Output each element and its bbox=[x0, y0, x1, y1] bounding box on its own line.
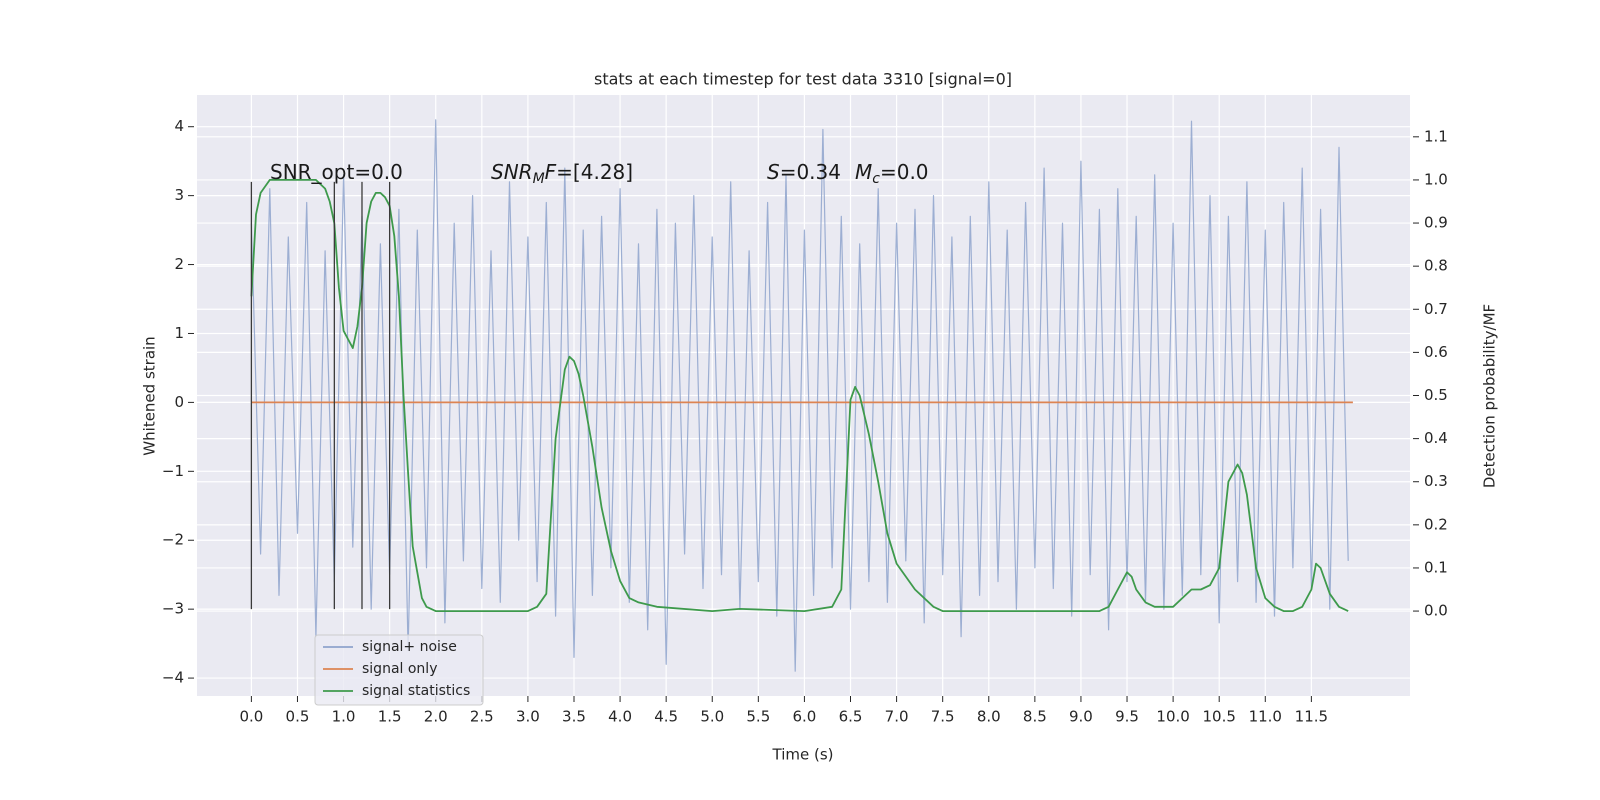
y2-tick-label: 0.2 bbox=[1424, 515, 1448, 533]
x-tick-label: 9.0 bbox=[1069, 708, 1093, 726]
legend-box bbox=[314, 634, 484, 706]
y-tick-label: 3 bbox=[174, 186, 184, 204]
x-tick-label: 10.5 bbox=[1202, 708, 1235, 726]
legend-label: signal+ noise bbox=[362, 639, 457, 655]
x-tick-label: 4.0 bbox=[608, 708, 632, 726]
annotation-part: SNR bbox=[491, 160, 533, 184]
chart-title: stats at each timestep for test data 331… bbox=[594, 70, 1012, 89]
x-tick-label: 6.0 bbox=[792, 708, 816, 726]
y-axis-label: Whitened strain bbox=[141, 336, 159, 455]
marks bbox=[250, 119, 1353, 672]
y2-tick-label: 0.6 bbox=[1424, 343, 1448, 361]
annotation-part: M bbox=[533, 171, 545, 187]
x-tick-label: 3.0 bbox=[516, 708, 540, 726]
x-tick-label: 5.0 bbox=[700, 708, 724, 726]
x-tick-label: 2.5 bbox=[470, 708, 494, 726]
y-tick-label: −2 bbox=[162, 531, 184, 549]
annotation: SNR_opt=0.0 bbox=[270, 160, 403, 184]
y-tick-label: 2 bbox=[174, 255, 184, 273]
y2-tick-label: 0.9 bbox=[1424, 214, 1448, 232]
x-tick-label: 2.0 bbox=[424, 708, 448, 726]
annotation-part: c bbox=[872, 171, 880, 187]
x-tick-label: 11.0 bbox=[1249, 708, 1282, 726]
y2-axis-label: Detection probability/MF bbox=[1481, 304, 1499, 488]
x-tick-label: 7.0 bbox=[885, 708, 909, 726]
y2-tick-label: 1.1 bbox=[1424, 127, 1448, 145]
annotation-part: =0.0 bbox=[880, 160, 929, 184]
x-tick-label: 9.5 bbox=[1115, 708, 1139, 726]
x-axis-label: Time (s) bbox=[772, 746, 834, 764]
y2-tick-label: 0.4 bbox=[1424, 429, 1448, 447]
y-tick-label: −1 bbox=[162, 462, 184, 480]
ticks: 0.0 0.5 1.0 1.5 2.0 2.5 3.0 3.5 4.0 4.5 5.0 5.5 6.0 6… bbox=[162, 117, 1448, 725]
series-line bbox=[250, 179, 1349, 612]
annotation: SNRMF=[4.28] bbox=[491, 160, 633, 188]
x-tick-label: 6.5 bbox=[839, 708, 863, 726]
x-tick-label: 11.5 bbox=[1295, 708, 1328, 726]
y2-tick-label: 0.8 bbox=[1424, 257, 1448, 275]
x-tick-label: 10.0 bbox=[1156, 708, 1189, 726]
legend: signal+ noise signal only signal statistic… bbox=[314, 634, 484, 706]
x-tick-label: 5.5 bbox=[746, 708, 770, 726]
x-tick-label: 8.0 bbox=[977, 708, 1001, 726]
x-tick-label: 0.0 bbox=[239, 708, 263, 726]
annotation-part: =0.34 bbox=[780, 160, 841, 184]
x-tick-label: 1.0 bbox=[332, 708, 356, 726]
annotation-part: M bbox=[855, 160, 872, 184]
x-tick-label: 4.5 bbox=[654, 708, 678, 726]
x-tick-label: 8.5 bbox=[1023, 708, 1047, 726]
y-tick-label: −3 bbox=[162, 600, 184, 618]
x-tick-label: 3.5 bbox=[562, 708, 586, 726]
annotations: SNR_opt=0.0 SNRMF=[4.28] S=0.34 Mc=0.0 bbox=[270, 160, 929, 188]
y2-tick-label: 0.7 bbox=[1424, 300, 1448, 318]
y-tick-label: −4 bbox=[162, 669, 184, 687]
x-tick-label: 0.5 bbox=[286, 708, 310, 726]
annotation: S=0.34 Mc=0.0 bbox=[767, 160, 929, 188]
y2-tick-label: 0.5 bbox=[1424, 386, 1448, 404]
x-tick-label: 7.5 bbox=[931, 708, 955, 726]
y-tick-label: 4 bbox=[174, 117, 184, 135]
annotation-part: SNR_opt=0.0 bbox=[270, 160, 403, 184]
legend-label: signal only bbox=[362, 661, 437, 677]
annotation-part: =[4.28] bbox=[556, 160, 633, 184]
y2-tick-label: 0.3 bbox=[1424, 472, 1448, 490]
y2-tick-label: 1.0 bbox=[1424, 170, 1448, 188]
y2-tick-label: 0.1 bbox=[1424, 558, 1448, 576]
annotation-part: S bbox=[767, 160, 780, 184]
y2-tick-label: 0.0 bbox=[1424, 602, 1448, 620]
y-tick-label: 0 bbox=[174, 393, 184, 411]
x-tick-label: 1.5 bbox=[378, 708, 402, 726]
series-line bbox=[250, 119, 1349, 672]
annotation-part: F bbox=[545, 160, 557, 184]
legend-label: signal statistics bbox=[362, 683, 470, 699]
y-tick-label: 1 bbox=[174, 324, 184, 342]
